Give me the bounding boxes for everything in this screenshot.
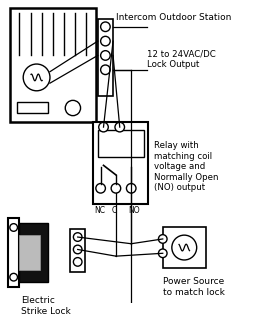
Circle shape xyxy=(73,233,82,241)
Bar xyxy=(10,8,96,122)
Text: Electric
Strike Lock: Electric Strike Lock xyxy=(21,296,71,316)
Circle shape xyxy=(111,184,121,193)
Text: Power Source
to match lock: Power Source to match lock xyxy=(163,277,225,297)
Circle shape xyxy=(115,122,124,132)
Bar xyxy=(163,228,206,268)
Circle shape xyxy=(96,184,105,193)
Circle shape xyxy=(101,65,110,74)
Circle shape xyxy=(158,249,167,258)
Circle shape xyxy=(10,273,17,281)
Circle shape xyxy=(101,36,110,46)
Bar xyxy=(17,102,48,113)
Circle shape xyxy=(158,235,167,243)
Text: NC: NC xyxy=(94,206,105,216)
Bar xyxy=(19,223,48,282)
Circle shape xyxy=(101,22,110,32)
Circle shape xyxy=(73,245,82,254)
Text: Relay with
matching coil
voltage and
Normally Open
(NO) output: Relay with matching coil voltage and Nor… xyxy=(154,141,219,192)
Bar xyxy=(93,122,148,204)
Bar xyxy=(98,19,113,96)
Text: NO: NO xyxy=(128,206,140,216)
Text: 12 to 24VAC/DC
Lock Output: 12 to 24VAC/DC Lock Output xyxy=(146,50,215,69)
Bar xyxy=(19,235,41,269)
Bar xyxy=(98,130,144,157)
Circle shape xyxy=(10,224,17,231)
Circle shape xyxy=(23,64,50,91)
Text: C: C xyxy=(112,206,117,216)
Circle shape xyxy=(99,122,108,132)
Bar xyxy=(70,230,85,272)
Circle shape xyxy=(101,51,110,60)
Circle shape xyxy=(172,235,197,260)
Circle shape xyxy=(65,100,80,116)
Circle shape xyxy=(73,258,82,266)
Text: Intercom Outdoor Station: Intercom Outdoor Station xyxy=(116,13,231,23)
Bar xyxy=(8,218,19,287)
Circle shape xyxy=(127,184,136,193)
